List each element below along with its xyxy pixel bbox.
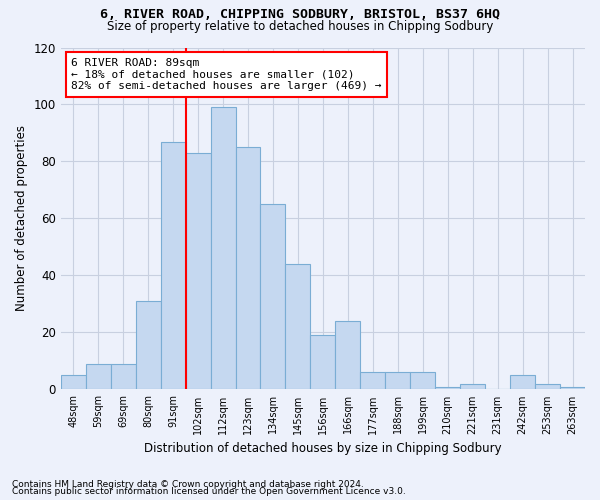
Text: Size of property relative to detached houses in Chipping Sodbury: Size of property relative to detached ho…: [107, 20, 493, 33]
Bar: [61, 375, 86, 390]
Bar: [86, 364, 111, 390]
Text: Contains HM Land Registry data © Crown copyright and database right 2024.: Contains HM Land Registry data © Crown c…: [12, 480, 364, 489]
Bar: [385, 372, 410, 390]
Bar: [435, 386, 460, 390]
Bar: [410, 372, 435, 390]
Bar: [211, 108, 236, 390]
Bar: [460, 384, 485, 390]
Bar: [535, 384, 560, 390]
Bar: [136, 301, 161, 390]
Bar: [310, 336, 335, 390]
Bar: [560, 386, 585, 390]
Bar: [286, 264, 310, 390]
Bar: [510, 375, 535, 390]
X-axis label: Distribution of detached houses by size in Chipping Sodbury: Distribution of detached houses by size …: [144, 442, 502, 455]
Bar: [236, 147, 260, 390]
Bar: [361, 372, 385, 390]
Text: 6 RIVER ROAD: 89sqm
← 18% of detached houses are smaller (102)
82% of semi-detac: 6 RIVER ROAD: 89sqm ← 18% of detached ho…: [71, 58, 382, 91]
Text: Contains public sector information licensed under the Open Government Licence v3: Contains public sector information licen…: [12, 487, 406, 496]
Bar: [185, 153, 211, 390]
Bar: [260, 204, 286, 390]
Bar: [161, 142, 185, 390]
Bar: [111, 364, 136, 390]
Y-axis label: Number of detached properties: Number of detached properties: [15, 126, 28, 312]
Text: 6, RIVER ROAD, CHIPPING SODBURY, BRISTOL, BS37 6HQ: 6, RIVER ROAD, CHIPPING SODBURY, BRISTOL…: [100, 8, 500, 20]
Bar: [335, 321, 361, 390]
